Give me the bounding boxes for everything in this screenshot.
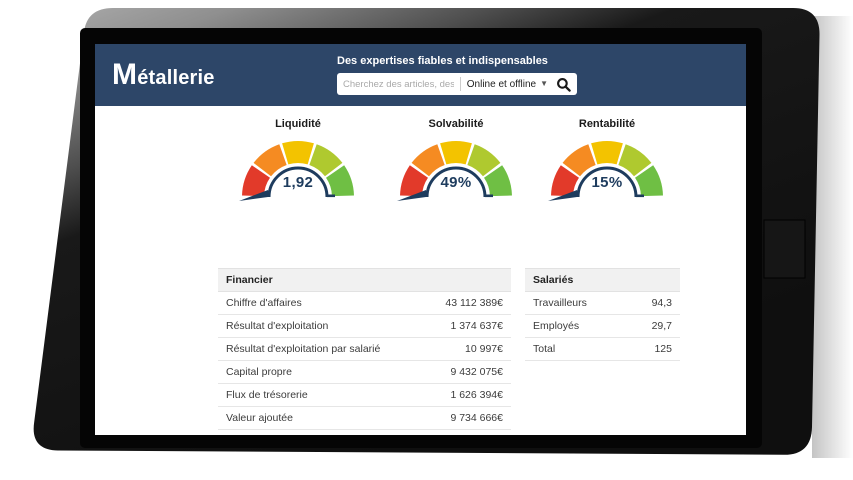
table-row: Flux de trésorerie 1 626 394€	[218, 384, 511, 407]
row-label: Travailleurs	[533, 297, 587, 309]
site-tagline: Des expertises fiables et indispensables	[337, 55, 548, 67]
table-row: Valeur ajoutée 9 734 666€	[218, 407, 511, 430]
row-value: 1 374 637€	[450, 320, 503, 332]
site-logo[interactable]: Métallerie	[112, 60, 215, 93]
table-header: Financier	[218, 268, 511, 292]
logo-initial: M	[112, 58, 138, 91]
table-row: Chiffre d'affaires 43 112 389€	[218, 292, 511, 315]
row-label: Capital propre	[226, 366, 292, 378]
row-label: Valeur ajoutée	[226, 412, 293, 424]
gauge-value: 15%	[591, 174, 623, 191]
table-row: Capital propre 9 432 075€	[218, 361, 511, 384]
search-button[interactable]	[554, 76, 574, 92]
gauge-chart	[395, 139, 514, 203]
logo-text: étallerie	[137, 67, 215, 89]
row-label: Résultat d'exploitation par salarié	[226, 343, 381, 355]
row-value: 9 432 075€	[450, 366, 503, 378]
gauge-chart	[237, 139, 356, 203]
tablet-side-port	[763, 219, 806, 279]
gauge-value: 1,92	[282, 174, 314, 191]
row-value: 29,7	[651, 320, 672, 332]
row-label: Résultat d'exploitation	[226, 320, 329, 332]
row-label: Total	[533, 343, 556, 355]
gauge-value: 49%	[440, 174, 472, 191]
search-scope-dropdown[interactable]: Online et offline ▼	[461, 79, 554, 90]
table-row: Résultat d'exploitation 1 374 637€	[218, 315, 511, 338]
screen: Métallerie Des expertises fiables et ind…	[95, 44, 746, 435]
search-icon	[556, 77, 571, 92]
gauge-rentabilite: Rentabilité 15%	[542, 118, 672, 205]
table-row: Employés 29,7	[525, 315, 680, 338]
row-value: 94,3	[651, 297, 672, 309]
row-value: 9 734 666€	[450, 412, 503, 424]
gauge-title: Liquidité	[275, 118, 321, 130]
row-label: Chiffre d'affaires	[226, 297, 302, 309]
chevron-down-icon: ▼	[540, 79, 548, 88]
row-label: Employés	[533, 320, 580, 332]
table-row: Travailleurs 94,3	[525, 292, 680, 315]
gauge-solvabilite: Solvabilité 49%	[391, 118, 521, 205]
gauge-liquidite: Liquidité 1,92	[233, 118, 363, 205]
table-salaries: Salariés Travailleurs 94,3 Employés 29,7…	[525, 268, 680, 361]
gauge-title: Rentabilité	[578, 118, 636, 130]
gauge-title: Solvabilité	[428, 118, 484, 130]
site-header: Métallerie Des expertises fiables et ind…	[95, 44, 746, 106]
row-value: 10 997€	[465, 343, 503, 355]
table-row: Total 125	[525, 338, 680, 361]
table-header: Salariés	[525, 268, 680, 292]
table-financier: Financier Chiffre d'affaires 43 112 389€…	[218, 268, 511, 430]
gauge-chart	[546, 139, 665, 203]
background-shadow	[812, 16, 853, 458]
row-value: 1 626 394€	[450, 389, 503, 401]
search-scope-label: Online et offline	[466, 78, 537, 90]
table-row: Résultat d'exploitation par salarié 10 9…	[218, 338, 511, 361]
search-input[interactable]	[337, 78, 460, 90]
row-label: Flux de trésorerie	[226, 389, 308, 401]
search-divider	[459, 77, 461, 91]
search-bar: Online et offline ▼	[337, 73, 577, 95]
row-value: 43 112 389€	[445, 297, 503, 309]
row-value: 125	[654, 343, 672, 355]
